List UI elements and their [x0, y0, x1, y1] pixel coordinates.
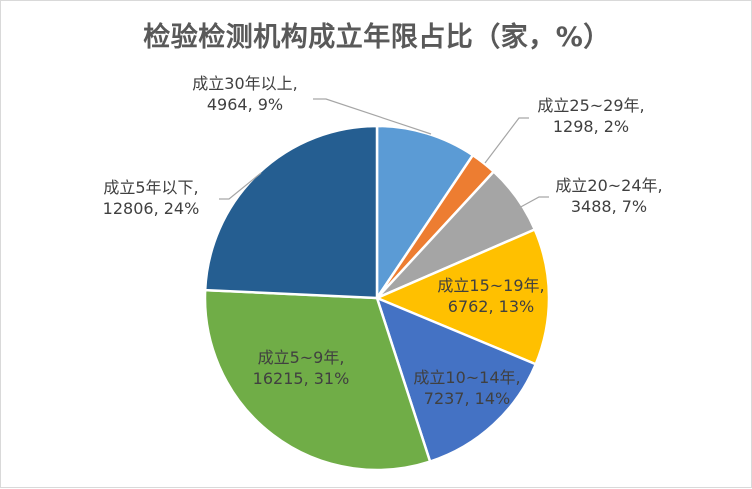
slice-label-value-5: 16215, 31%	[253, 369, 350, 388]
slice-label-value-3: 6762, 13%	[448, 297, 534, 316]
slice-label-name-6: 成立5年以下,	[103, 178, 198, 197]
pie-slice-3	[375, 228, 551, 366]
slice-label-value-1: 1298, 2%	[553, 117, 629, 136]
slice-label-value-4: 7237, 14%	[424, 389, 510, 408]
slice-label-0: 成立30年以上, 4964, 9%	[192, 74, 297, 114]
slice-label-name-1: 成立25~29年,	[537, 96, 644, 115]
pie-slice-5	[203, 288, 432, 472]
pie-slice-4	[375, 296, 537, 463]
slice-label-4: 成立10~14年, 7237, 14%	[413, 368, 520, 408]
slice-label-value-6: 12806, 24%	[103, 199, 200, 218]
slice-label-3: 成立15~19年, 6762, 13%	[437, 276, 544, 316]
pie-slice-0	[375, 124, 475, 300]
leader-line-0	[313, 98, 432, 135]
leader-line-6	[219, 172, 262, 200]
slice-label-6: 成立5年以下, 12806, 24%	[103, 178, 200, 218]
slice-label-name-4: 成立10~14年,	[413, 368, 520, 387]
pie-slices	[203, 124, 551, 472]
slice-label-name-2: 成立20~24年,	[555, 176, 662, 195]
slice-label-5: 成立5~9年, 16215, 31%	[253, 348, 350, 388]
leader-line-2	[516, 196, 549, 210]
leader-line-1	[484, 117, 529, 164]
slice-label-value-0: 4964, 9%	[207, 95, 283, 114]
slice-label-value-2: 3488, 7%	[571, 197, 647, 216]
slice-label-1: 成立25~29年, 1298, 2%	[537, 96, 644, 136]
chart-title: 检验检测机构成立年限占比（家，%）	[143, 22, 611, 53]
leader-lines	[219, 98, 549, 210]
slice-label-name-5: 成立5~9年,	[258, 348, 345, 367]
slice-labels: 成立30年以上, 4964, 9% 成立25~29年, 1298, 2% 成立20~24…	[103, 74, 663, 408]
slice-label-name-3: 成立15~19年,	[437, 276, 544, 295]
slice-label-name-0: 成立30年以上,	[192, 74, 297, 93]
slice-label-2: 成立20~24年, 3488, 7%	[555, 176, 662, 216]
pie-slice-6	[203, 124, 379, 300]
